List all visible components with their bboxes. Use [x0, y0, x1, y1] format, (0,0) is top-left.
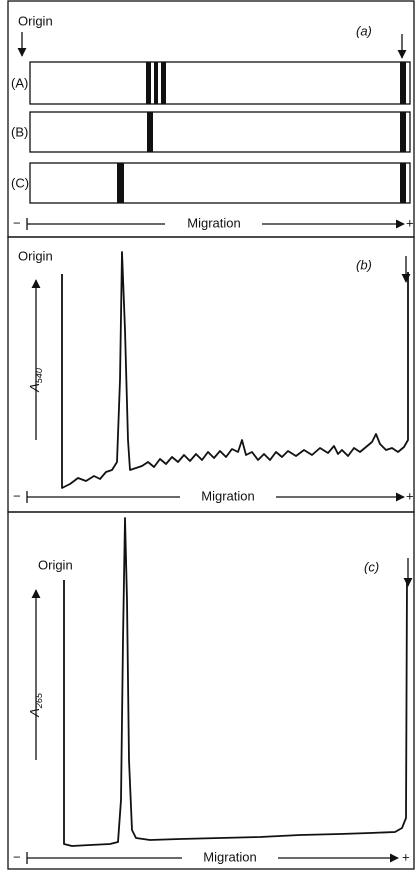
band: [400, 62, 406, 104]
lane-label: (B): [11, 124, 28, 139]
axis-label: Migration: [187, 215, 240, 230]
panel-frame: [7, 0, 415, 238]
lane: [29, 111, 411, 153]
axis-label: Migration: [203, 849, 256, 864]
origin-label: Origin: [38, 557, 73, 572]
origin-label: Origin: [18, 13, 53, 28]
band: [117, 163, 124, 203]
axis-plus: +: [406, 488, 414, 503]
origin-label: Origin: [18, 248, 53, 263]
panel-label: (c): [364, 559, 379, 574]
axis-label: Migration: [201, 488, 254, 503]
axis-minus: −: [13, 488, 21, 503]
lane: [29, 61, 411, 105]
axis-minus: −: [13, 215, 21, 230]
band: [161, 62, 166, 104]
trace: [63, 517, 408, 847]
band: [147, 112, 153, 152]
band: [400, 112, 406, 152]
panel-frame: [7, 236, 415, 513]
y-label-symbol: A: [27, 708, 42, 718]
panel-label: (b): [356, 257, 372, 272]
panel-frame: [7, 511, 415, 870]
panel-label: (a): [356, 23, 372, 38]
band: [400, 163, 406, 203]
lane-label: (A): [11, 75, 28, 90]
axis-minus: −: [13, 849, 21, 864]
axis-plus: +: [406, 215, 414, 230]
lanes: [29, 61, 411, 204]
y-label-symbol: A: [27, 383, 42, 393]
y-label-subscript: 265: [34, 692, 44, 709]
y-label-subscript: 540: [34, 368, 44, 383]
lane-label: (C): [11, 175, 29, 190]
band: [154, 62, 158, 104]
trace: [61, 251, 409, 489]
lane: [29, 162, 411, 204]
y-label: A265: [27, 692, 44, 718]
axis-plus: +: [402, 849, 410, 864]
band: [146, 62, 151, 104]
y-label: A540: [27, 368, 44, 393]
